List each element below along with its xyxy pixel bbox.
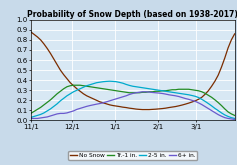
- Legend: No Snow, Tr.-1 in., 2-5 in., 6+ in.: No Snow, Tr.-1 in., 2-5 in., 6+ in.: [68, 151, 197, 160]
- Title: Probability of Snow Depth (based on 1938-2017): Probability of Snow Depth (based on 1938…: [27, 10, 237, 19]
